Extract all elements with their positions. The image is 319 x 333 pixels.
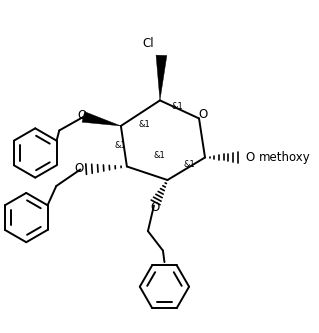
Text: &1: &1 (154, 152, 166, 161)
Text: &1: &1 (172, 102, 184, 111)
Text: O: O (198, 108, 207, 121)
Text: &1: &1 (115, 141, 127, 150)
Text: methoxy: methoxy (259, 151, 311, 164)
Text: O: O (77, 109, 86, 122)
Polygon shape (82, 112, 121, 126)
Text: &1: &1 (184, 160, 196, 168)
Text: O: O (74, 162, 84, 174)
Text: O: O (245, 151, 254, 164)
Text: O: O (151, 200, 160, 213)
Text: Cl: Cl (142, 37, 154, 50)
Polygon shape (156, 55, 167, 100)
Text: &1: &1 (139, 120, 151, 129)
